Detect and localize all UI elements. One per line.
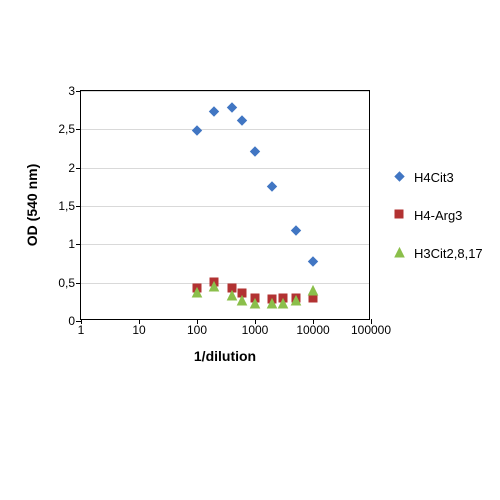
data-point	[191, 286, 204, 304]
gridline	[81, 129, 369, 130]
triangle-icon	[392, 247, 406, 261]
diamond-icon	[392, 171, 406, 185]
data-point	[236, 294, 249, 312]
data-point	[208, 280, 221, 298]
gridline	[81, 206, 369, 207]
x-tick-label: 100000	[351, 319, 391, 337]
legend-item: H4-Arg3	[392, 208, 462, 223]
y-tick-label: 2,5	[58, 122, 81, 136]
data-point	[208, 105, 221, 123]
data-point	[266, 180, 279, 198]
data-point	[249, 145, 262, 163]
data-point	[289, 224, 302, 242]
data-point	[191, 124, 204, 142]
legend-label: H4-Arg3	[414, 208, 462, 223]
data-point	[307, 255, 320, 273]
gridline	[81, 244, 369, 245]
chart-stage: 00,511,522,53110100100010000100000 OD (5…	[0, 0, 500, 500]
plot-area: 00,511,522,53110100100010000100000	[80, 90, 370, 320]
x-tick-label: 10000	[296, 319, 329, 337]
x-axis-title: 1/dilution	[194, 348, 256, 364]
x-tick-label: 10	[132, 319, 145, 337]
legend-item: H4Cit3	[392, 170, 454, 185]
square-icon	[392, 209, 406, 223]
y-tick-label: 3	[68, 84, 81, 98]
legend-label: H3Cit2,8,17	[414, 246, 483, 261]
data-point	[289, 294, 302, 312]
x-tick-label: 1	[78, 319, 85, 337]
data-point	[249, 297, 262, 315]
data-point	[307, 284, 320, 302]
gridline	[81, 168, 369, 169]
y-tick-label: 2	[68, 161, 81, 175]
y-tick-label: 1,5	[58, 199, 81, 213]
legend-label: H4Cit3	[414, 170, 454, 185]
x-tick-label: 100	[187, 319, 207, 337]
data-point	[236, 114, 249, 132]
legend-item: H3Cit2,8,17	[392, 246, 483, 261]
y-axis-title: OD (540 nm)	[24, 164, 40, 246]
y-tick-label: 1	[68, 237, 81, 251]
data-point	[276, 297, 289, 315]
x-tick-label: 1000	[242, 319, 269, 337]
y-tick-label: 0,5	[58, 276, 81, 290]
gridline	[81, 91, 369, 92]
